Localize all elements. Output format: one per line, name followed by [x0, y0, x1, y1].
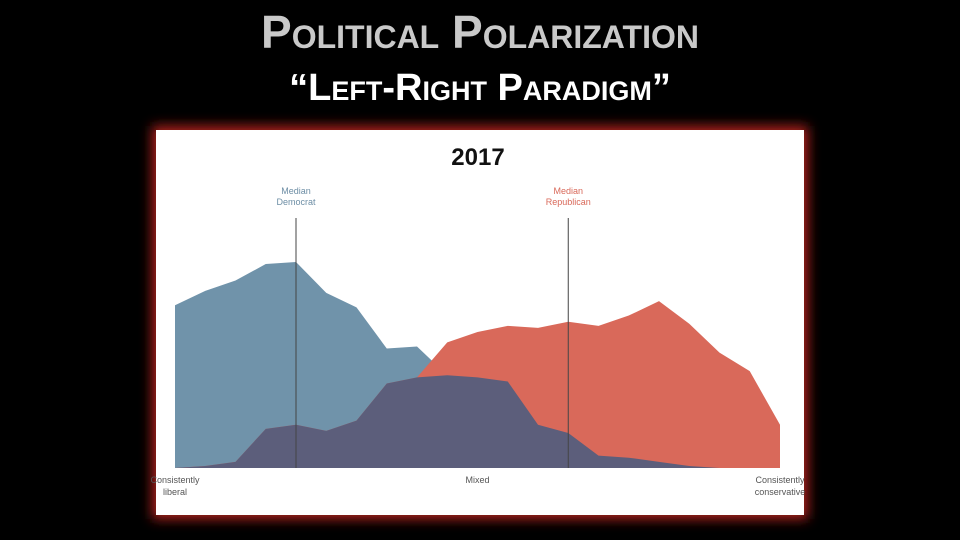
annotation-label: Democrat — [276, 197, 316, 207]
x-axis-label: Mixed — [465, 475, 489, 485]
overlap-area — [175, 375, 780, 468]
x-axis-label: Consistently — [755, 475, 805, 485]
x-axis-label: conservative — [755, 487, 806, 497]
chart-title: 2017 — [451, 144, 504, 171]
annotation-label: Median — [553, 186, 583, 196]
annotation-label: Republican — [546, 197, 591, 207]
x-axis-label: liberal — [163, 487, 187, 497]
slide-subtitle: “Left-Right Paradigm” — [289, 67, 671, 109]
x-axis-label: Consistently — [150, 475, 200, 485]
annotation-label: Median — [281, 186, 311, 196]
area — [175, 262, 780, 468]
slide-title: Political Polarization — [261, 6, 699, 58]
plot: MedianDemocratMedianRepublicanConsistent… — [150, 186, 805, 497]
